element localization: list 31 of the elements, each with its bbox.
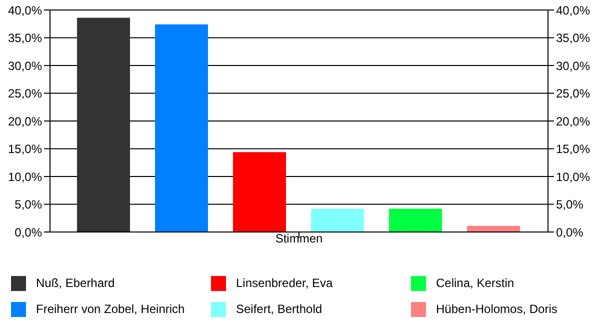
x-axis-title: Stimmen: [275, 232, 323, 246]
y2-tick-label: 5,0%: [556, 198, 584, 212]
y2-tick-label: 10,0%: [556, 170, 590, 184]
bar: [311, 208, 364, 232]
y2-tick-label: 40,0%: [556, 3, 590, 18]
y-tick-label: 35,0%: [8, 31, 42, 46]
y2-tick-label: 15,0%: [556, 142, 590, 156]
y2-tick-label: 25,0%: [556, 86, 590, 101]
y-tick-label: 20,0%: [8, 114, 42, 128]
y-tick-label: 5,0%: [14, 198, 42, 212]
legend-label: Hüben-Holomos, Doris: [436, 302, 558, 316]
y-tick-label: 0,0%: [14, 225, 42, 240]
y-tick-label: 15,0%: [8, 142, 42, 156]
legend-label: Linsenbreder, Eva: [236, 276, 333, 290]
y2-tick-label: 20,0%: [556, 114, 590, 128]
legend-label: Freiherr von Zobel, Heinrich: [36, 302, 185, 316]
y-tick-label: 40,0%: [8, 3, 42, 18]
y-tick-label: 25,0%: [8, 86, 42, 101]
y2-tick-label: 35,0%: [556, 31, 590, 46]
legend-label: Nuß, Eberhard: [36, 276, 115, 290]
bar: [77, 18, 130, 232]
bar: [389, 208, 442, 232]
legend-label: Celina, Kerstin: [436, 276, 514, 290]
bar: [155, 24, 208, 232]
y2-tick-label: 30,0%: [556, 58, 590, 73]
bar: [233, 152, 286, 232]
y-tick-label: 10,0%: [8, 170, 42, 184]
legend-label: Seifert, Berthold: [236, 302, 322, 316]
y2-tick-label: 0,0%: [556, 225, 584, 240]
bar: [467, 226, 520, 232]
y-tick-label: 30,0%: [8, 58, 42, 73]
